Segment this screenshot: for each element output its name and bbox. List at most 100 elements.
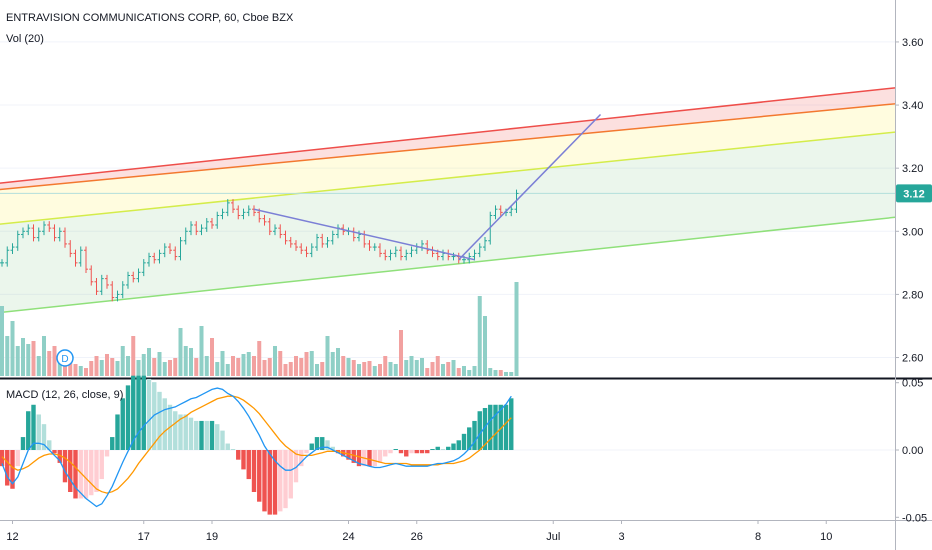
candle xyxy=(141,259,146,277)
time-axis-label: 3 xyxy=(618,531,624,543)
dividend-icon[interactable] xyxy=(56,349,74,367)
macd-histogram-bar xyxy=(241,450,246,470)
volume-bar xyxy=(147,348,151,376)
volume-bar xyxy=(288,362,293,376)
candle xyxy=(78,246,83,267)
volume-bar xyxy=(136,360,141,376)
volume-bar xyxy=(84,368,88,376)
macd-histogram-bar xyxy=(120,398,125,450)
macd-histogram-bar xyxy=(209,420,215,450)
macd-histogram-bar xyxy=(383,450,388,457)
trend-line-1[interactable] xyxy=(253,208,475,261)
volume-bar xyxy=(304,352,309,376)
volume-bar xyxy=(367,361,372,376)
macd-histogram-bar xyxy=(68,450,73,492)
candle xyxy=(115,290,120,302)
channel-lower-band xyxy=(0,132,895,313)
macd-axis[interactable]: 0.05 0.00 -0.05 xyxy=(895,378,927,525)
macd-line xyxy=(1,387,512,508)
candle xyxy=(157,249,162,264)
macd-histogram-bar xyxy=(283,450,288,509)
volume-bar xyxy=(131,336,136,376)
candle xyxy=(0,259,4,267)
macd-histogram-bar xyxy=(141,375,146,450)
candle xyxy=(136,268,141,283)
signal-line xyxy=(1,395,512,494)
time-axis-label: 12 xyxy=(6,531,18,543)
volume-bar xyxy=(241,354,246,376)
volume-bar xyxy=(110,358,115,376)
macd-histogram-bar xyxy=(15,450,20,467)
volume-bar xyxy=(57,361,62,376)
volume-bar xyxy=(330,352,335,376)
candle xyxy=(236,205,241,220)
volume-bar xyxy=(299,358,304,376)
volume-bar xyxy=(267,358,272,376)
candle xyxy=(425,240,430,255)
chart-title[interactable]: ENTRAVISION COMMUNICATIONS CORP, 60, Cbo… xyxy=(6,12,294,24)
macd-histogram-bar xyxy=(262,450,267,512)
candle xyxy=(325,236,330,248)
volume-bar xyxy=(435,356,440,376)
macd-histogram-bar xyxy=(225,443,230,450)
volume-bar xyxy=(357,364,361,376)
volume-bar xyxy=(162,362,167,376)
trend-lines[interactable] xyxy=(253,113,602,261)
volume-bar xyxy=(115,361,120,376)
macd-histogram-bar xyxy=(199,420,204,450)
macd-histogram-bar xyxy=(498,404,503,450)
macd-histogram-bar xyxy=(0,450,5,467)
candle xyxy=(199,224,204,236)
time-axis[interactable]: 12 17 19 24 26 Jul 3 8 10 xyxy=(6,520,832,543)
volume-bar xyxy=(94,356,99,376)
macd-histogram-bar xyxy=(73,450,78,499)
macd-histogram-bar xyxy=(99,450,104,480)
time-axis-label: 8 xyxy=(755,531,761,543)
candle xyxy=(309,243,314,258)
volume-bar xyxy=(488,368,493,376)
macd-histogram-bar xyxy=(146,378,152,450)
volume-bar xyxy=(362,362,367,376)
time-axis-label: 26 xyxy=(411,531,423,543)
price-axis[interactable]: 3.60 3.40 3.20 3.00 2.80 2.60 xyxy=(895,37,923,365)
volume-bar xyxy=(15,346,20,376)
candle xyxy=(215,211,220,229)
candle xyxy=(477,243,482,258)
macd-histogram-bar xyxy=(104,450,110,457)
candle xyxy=(168,243,172,255)
macd-histogram-bar xyxy=(110,437,115,450)
channel-upper-band xyxy=(0,87,895,190)
dividend-marker[interactable]: D xyxy=(56,349,74,367)
price-axis-label: 3.40 xyxy=(902,100,923,112)
candle xyxy=(194,221,199,236)
volume-bar xyxy=(183,346,188,376)
macd-histogram-bar xyxy=(451,443,456,450)
volume-bar xyxy=(189,348,193,376)
candle xyxy=(173,246,178,261)
volume-bar xyxy=(446,362,451,376)
macd-histogram-bar xyxy=(31,404,36,450)
candle xyxy=(225,199,230,217)
candle xyxy=(210,218,214,229)
volume-bar xyxy=(99,360,104,376)
volume-bar xyxy=(89,361,94,376)
trend-line-2[interactable] xyxy=(458,113,602,261)
candle xyxy=(383,249,388,261)
volume-bar xyxy=(157,352,162,376)
macd-histogram-bar xyxy=(267,450,272,515)
volume-bar xyxy=(409,356,414,376)
candle xyxy=(267,218,272,236)
candle xyxy=(388,249,393,261)
volume-legend[interactable]: Vol (20) xyxy=(6,33,44,45)
macd-histogram-bar xyxy=(425,450,430,454)
macd-histogram-bar xyxy=(414,450,419,454)
candle xyxy=(178,236,183,261)
volume-bar xyxy=(220,351,225,376)
macd-legend[interactable]: MACD (12, 26, close, 9) xyxy=(6,389,124,401)
macd-histogram-bar xyxy=(204,420,209,450)
macd-histogram-bar xyxy=(272,450,278,515)
candle xyxy=(52,224,57,242)
candle xyxy=(498,205,503,217)
price-axis-label: 2.60 xyxy=(902,353,923,365)
